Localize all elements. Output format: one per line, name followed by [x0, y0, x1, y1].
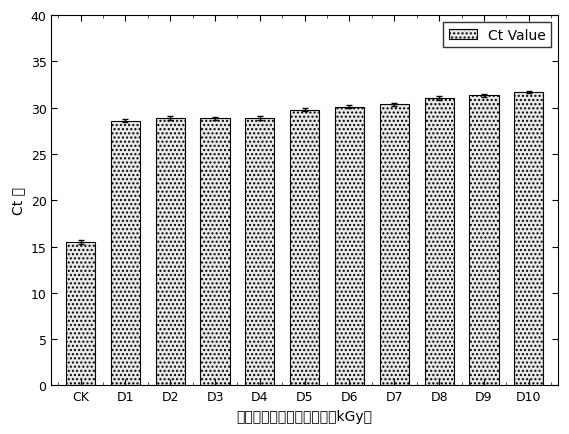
X-axis label: 电子束辐照消毒吸收剂量（kGy）: 电子束辐照消毒吸收剂量（kGy） — [237, 409, 373, 423]
Bar — [424, 99, 453, 385]
Bar — [155, 118, 185, 385]
Bar — [335, 108, 364, 385]
Bar — [380, 105, 409, 385]
Y-axis label: Ct 值: Ct 值 — [11, 187, 25, 215]
Bar — [245, 118, 274, 385]
Bar — [111, 122, 140, 385]
Legend: Ct Value: Ct Value — [443, 23, 551, 48]
Bar — [290, 110, 319, 385]
Bar — [469, 96, 498, 385]
Bar — [514, 93, 543, 385]
Bar — [200, 119, 229, 385]
Bar — [66, 243, 95, 385]
